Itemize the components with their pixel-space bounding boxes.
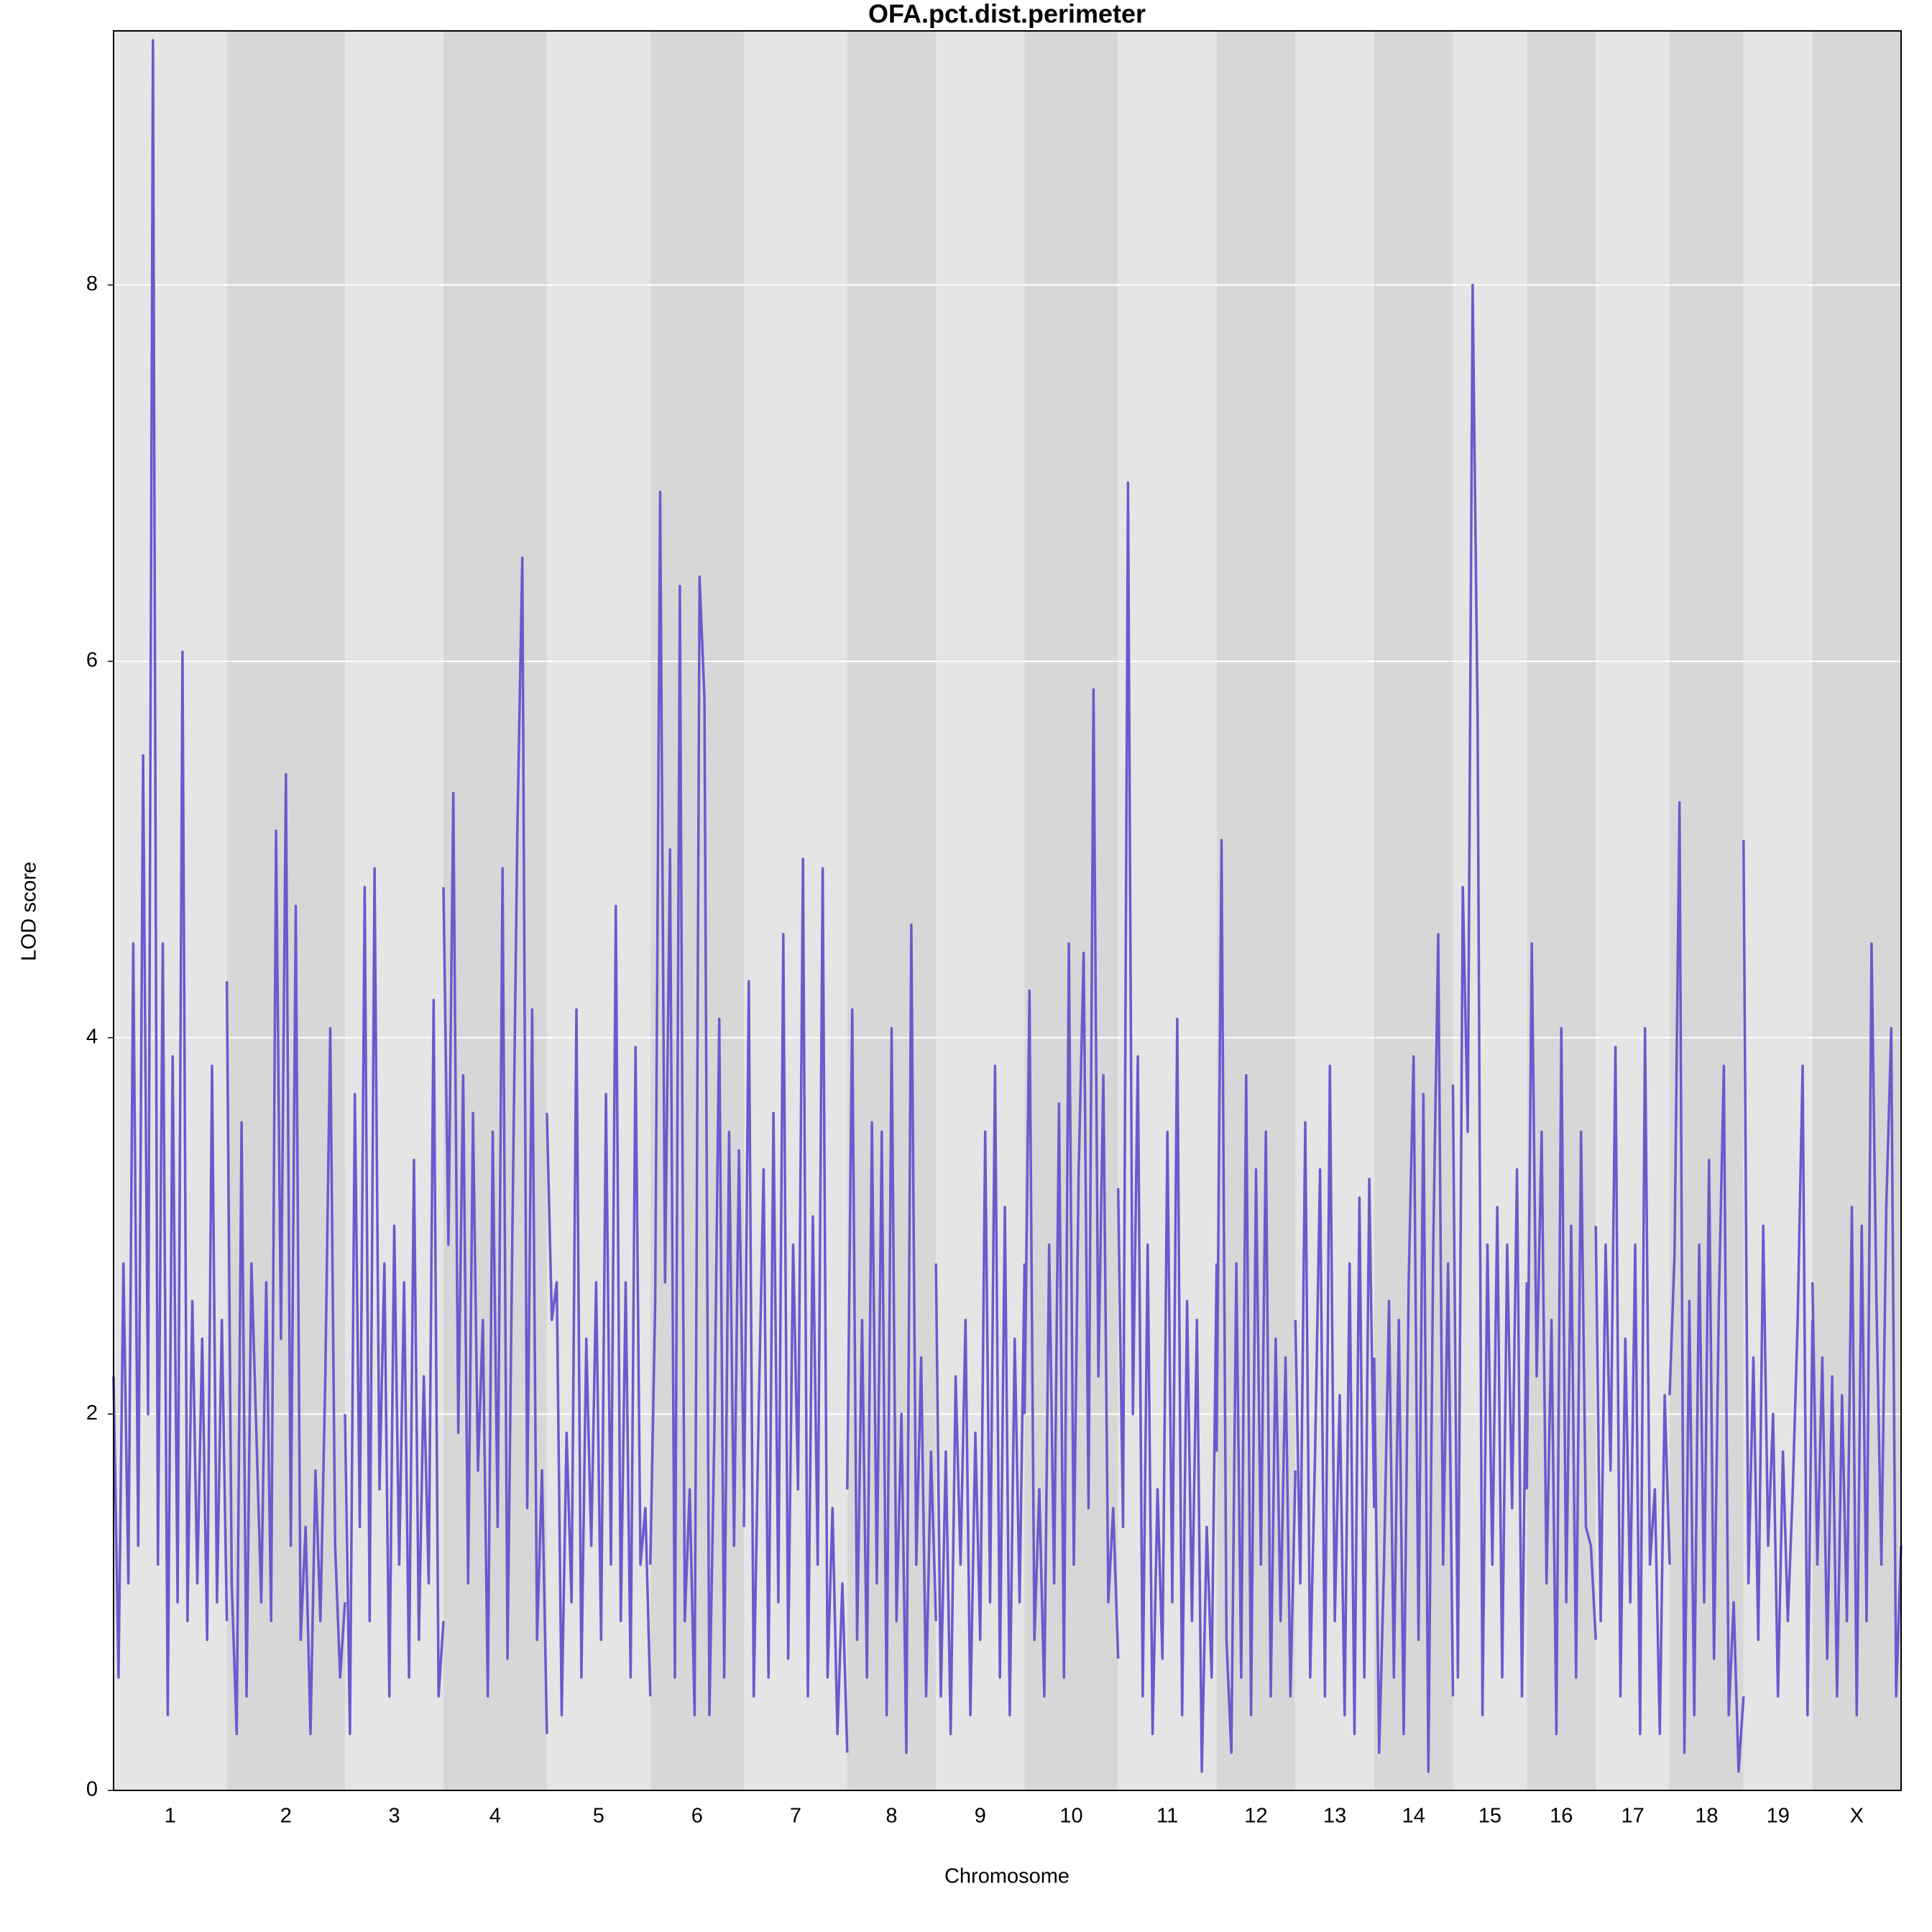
lod-line [112, 39, 229, 1717]
chromosome-band [1596, 31, 1670, 1790]
lod-line [934, 1064, 1026, 1736]
y-tick-label: 6 [86, 649, 98, 672]
plot-border [113, 30, 1902, 1791]
lod-line [846, 923, 937, 1754]
x-tick-label: 9 [975, 1805, 986, 1828]
lod-line [1116, 481, 1218, 1773]
x-tick-label: 14 [1402, 1805, 1425, 1828]
y-tick-label: 2 [86, 1402, 98, 1425]
lod-line [1668, 801, 1745, 1773]
chromosome-band [1453, 31, 1527, 1790]
lod-line [1525, 942, 1597, 1736]
x-tick-label: X [1850, 1805, 1864, 1828]
lod-line [1294, 1064, 1376, 1736]
chromosome-band [443, 31, 547, 1790]
x-tick-label: 4 [489, 1805, 501, 1828]
x-tick-label: 17 [1621, 1805, 1644, 1828]
x-tick-label: 19 [1767, 1805, 1790, 1828]
x-tick-label: 16 [1550, 1805, 1573, 1828]
lod-line [1594, 1026, 1671, 1736]
lod-line [225, 773, 346, 1736]
lod-line [1451, 283, 1529, 1717]
y-tick-label: 8 [86, 272, 98, 295]
x-tick-label: 7 [790, 1805, 801, 1828]
y-tick-label: 4 [86, 1025, 98, 1048]
lod-line [1742, 840, 1814, 1717]
lod-line [1023, 688, 1120, 1698]
chromosome-band [1374, 31, 1453, 1790]
x-tick-label: 3 [388, 1805, 400, 1828]
chromosome-band [936, 31, 1025, 1790]
x-tick-label: 11 [1156, 1805, 1178, 1828]
x-tick-label: 12 [1244, 1805, 1267, 1828]
y-tick-label: 0 [86, 1778, 98, 1801]
chromosome-band [1743, 31, 1813, 1790]
lod-line [1373, 932, 1455, 1773]
y-axis-title: LOD score [18, 862, 41, 962]
chromosome-band [743, 31, 847, 1790]
lod-line [344, 867, 445, 1736]
x-tick-label: 8 [886, 1805, 897, 1828]
lod-line [1811, 942, 1903, 1717]
chart-title: OFA.pct.dist.perimeter [868, 0, 1146, 29]
x-tick-label: 13 [1323, 1805, 1346, 1828]
lod-line [442, 556, 548, 1734]
lod-line [649, 490, 745, 1717]
lod-lines [112, 39, 1903, 1773]
x-tick-label: 15 [1478, 1805, 1501, 1828]
lod-line [742, 857, 849, 1753]
chromosome-band [847, 31, 937, 1790]
lod-line [546, 904, 652, 1717]
chromosome-band [1118, 31, 1217, 1790]
lod-line [1215, 839, 1297, 1754]
x-tick-label: 2 [280, 1805, 292, 1828]
x-tick-label: 5 [593, 1805, 604, 1828]
chromosome-band [1812, 31, 1901, 1790]
x-tick-label: 10 [1059, 1805, 1082, 1828]
x-tick-label: 18 [1695, 1805, 1718, 1828]
x-axis-title: Chromosome [944, 1865, 1070, 1888]
x-tick-label: 6 [691, 1805, 703, 1828]
x-tick-label: 1 [165, 1805, 176, 1828]
